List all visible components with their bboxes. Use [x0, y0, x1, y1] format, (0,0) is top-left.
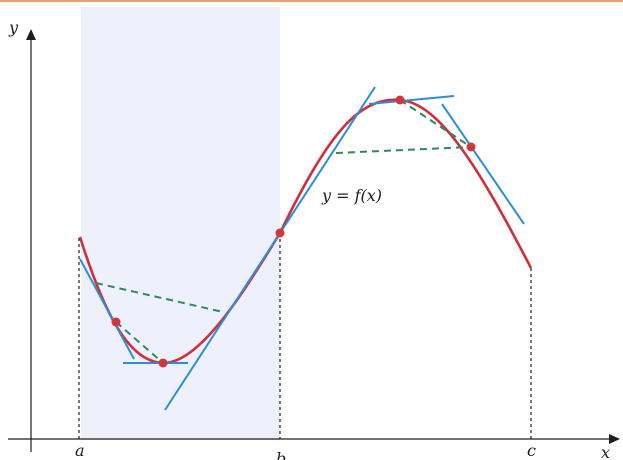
shaded-interval — [81, 7, 280, 440]
label-c: c — [527, 441, 536, 460]
secant-line-left — [95, 282, 224, 313]
tangent-line-left-end — [79, 258, 135, 360]
function-label: y = f(x) — [321, 186, 382, 205]
point-minimum — [158, 358, 168, 368]
tangent-line-right — [441, 103, 525, 225]
x-axis-arrow-icon — [609, 434, 620, 444]
point-b — [275, 228, 285, 238]
top-rule — [0, 0, 623, 2]
point-maximum — [395, 95, 405, 105]
secant-line-upper — [335, 146, 472, 154]
x-axis-label: x — [601, 443, 610, 460]
function-curve — [78, 98, 533, 365]
point-right-slope — [466, 142, 476, 152]
y-axis-arrow-icon — [26, 29, 36, 40]
point-left-slope — [111, 317, 121, 327]
secant-line-min — [115, 321, 164, 364]
secant-line-max — [399, 99, 472, 148]
y-axis-label: y — [8, 18, 19, 37]
label-b: b — [276, 449, 286, 460]
tangent-line-b — [164, 86, 376, 411]
tangent-line-maximum — [368, 95, 455, 105]
label-a: a — [75, 441, 85, 460]
